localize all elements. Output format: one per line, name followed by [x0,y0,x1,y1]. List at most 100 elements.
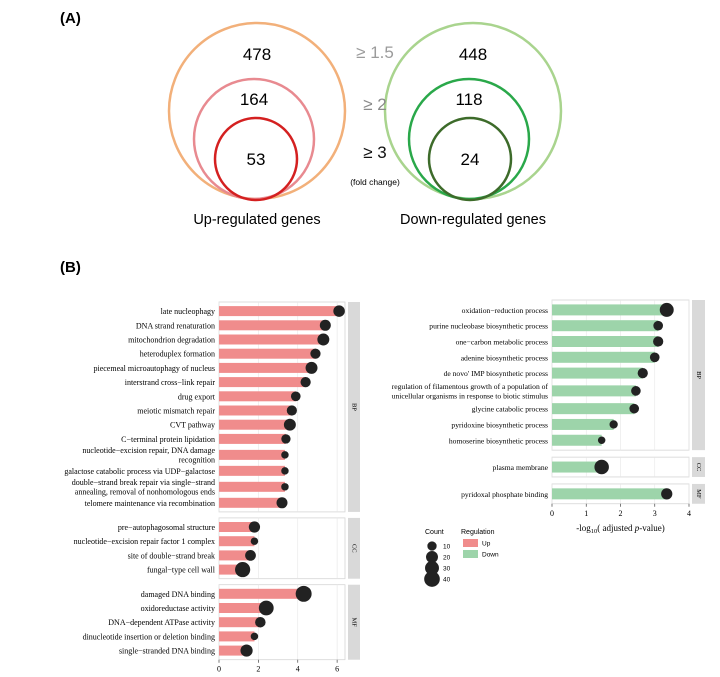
down-count-point [659,302,674,317]
down-xtick-label: 0 [550,509,554,518]
legend-count-title: Count [425,529,444,536]
up-count-point [305,361,318,374]
up-bar [219,617,261,628]
down-regulated-nested-circles: 448 118 24 Down-regulated genes [383,21,563,228]
up-bar [219,536,255,547]
up-term-label: nucleotide−excision repair factor 1 comp… [74,537,215,546]
down-facet-label: MF [695,489,702,499]
down-bar [552,434,602,446]
up-bar [219,603,267,613]
up-bar [219,320,326,331]
up-bar [219,522,255,532]
down-count-point [597,436,606,444]
down-term-label: glycine catabolic process [472,405,548,414]
down-count-point [594,459,609,475]
up-count-point [281,451,289,459]
up-count-point [319,319,331,331]
down-term-label: de novo' IMP biosynthetic process [444,369,548,378]
up-facet-strip-cc [348,517,360,579]
up-count-point [333,305,345,317]
legend-count-dot [424,571,440,587]
up-count-point [310,348,321,359]
down-xtick-label: 3 [653,509,657,518]
up-term-label: site of double−strand break [128,551,215,560]
down-bar [552,351,655,363]
down-term-label: adenine biosynthetic process [461,353,548,362]
fold-change-note: (fold change) [350,177,400,187]
down-term-label: pyridoxal phosphate binding [461,490,548,499]
down-term-label: purine nucleobase biosynthetic process [429,322,548,331]
up-term-label: interstrand cross−link repair [125,378,216,387]
up-bar [219,306,340,317]
legend-regulation-label: Down [482,552,499,559]
legend-count-dot [426,551,438,563]
up-term-label: damaged DNA binding [141,590,215,599]
down-facet-strip-mf [692,483,705,504]
up-count-fc1.5: 478 [243,45,271,64]
down-regulated-go-chart: BP oxidation−reduction process purine nucl… [392,299,705,535]
down-circle-fc3 [427,116,513,202]
down-count-point [661,488,673,500]
legend-regulation-swatch [463,550,478,558]
up-bar [219,481,285,492]
up-bar [219,588,304,599]
down-xtick-label: 4 [687,509,691,518]
up-term-label: recognition [179,456,215,465]
up-bar [219,645,247,656]
down-bar [552,336,659,347]
up-bar [219,433,286,444]
threshold-3: ≥ 3 [363,143,387,162]
legend-count-value: 10 [443,544,451,551]
up-xtick-label: 0 [217,665,221,674]
fold-change-thresholds: ≥ 1.5 ≥ 2 ≥ 3 (fold change) [350,43,400,187]
up-term-label: piecemeal microautophagy of nucleus [93,364,215,373]
up-caption: Up-regulated genes [193,212,320,228]
down-bar [552,385,636,397]
legend-regulation-swatch [463,539,478,547]
up-facet-strip-bp [348,302,360,512]
down-count-point [631,386,641,396]
down-facet-strip-bp [692,300,705,451]
up-count-point [240,644,253,657]
up-term-label: dinucleotide insertion or deletion bindi… [83,632,215,641]
up-term-label: fungal−type cell wall [147,566,216,575]
up-bar [219,391,296,402]
down-bar [552,320,659,332]
down-bar [552,367,643,379]
legend-regulation-title: Regulation [461,529,495,536]
up-term-label: meiotic mismatch repair [137,407,215,416]
down-bar [552,304,667,316]
up-term-label: mitochondrion degradation [128,336,215,345]
up-xtick-label: 6 [335,665,339,674]
up-facet-label: MF [351,617,358,627]
down-term-label: homoserine biosynthetic process [449,436,548,445]
down-term-label: plasma membrane [493,463,549,472]
down-caption: Down-regulated genes [400,212,546,228]
up-bar [219,334,324,345]
up-facet-label: BP [351,403,358,411]
down-count-fc1.5: 448 [459,45,487,64]
up-count-point [255,616,266,628]
panel-a-label: (A) [60,10,81,27]
up-term-label: heteroduplex formation [140,350,215,359]
up-bar [219,465,285,476]
panel-b-label: (B) [60,259,81,276]
down-bar [552,461,602,473]
legend-regulation-label: Up [482,541,491,548]
down-facet-label: BP [695,371,702,379]
up-term-label: DNA−dependent ATPase activity [108,618,215,627]
up-count-point [248,521,261,533]
down-xtick-label: 1 [584,509,588,518]
up-count-point [317,333,330,346]
up-count-point [295,585,312,602]
down-count-point [653,320,663,331]
up-bar [219,564,243,575]
up-term-label: telomere maintenance via recombination [85,499,215,508]
down-count-fc3: 24 [461,150,480,169]
down-bar [552,403,635,415]
up-count-point [286,405,297,416]
legend-count-value: 40 [443,577,451,584]
up-term-label: oxidoreductase activity [141,604,215,613]
up-bar [219,449,285,460]
up-term-label: DNA strand renaturation [136,321,215,330]
